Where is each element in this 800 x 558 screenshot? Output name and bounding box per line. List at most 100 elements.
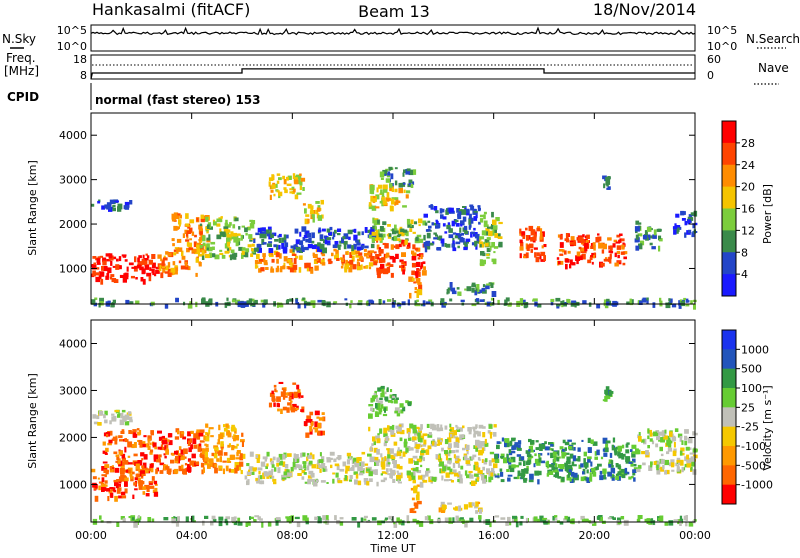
heatmap-cell xyxy=(535,256,540,263)
heatmap-cell xyxy=(598,242,603,249)
heatmap-cell xyxy=(306,453,310,458)
heatmap-cell xyxy=(680,452,685,456)
heatmap-cell xyxy=(371,231,376,236)
heatmap-cell xyxy=(226,297,229,301)
heatmap-cell xyxy=(479,242,482,248)
heatmap-cell xyxy=(307,243,313,249)
heatmap-cell xyxy=(124,414,130,420)
heatmap-cell xyxy=(101,487,107,491)
heatmap-cell xyxy=(146,272,152,277)
heatmap-cell xyxy=(301,469,306,474)
heatmap-cell xyxy=(533,463,536,468)
heatmap-cell xyxy=(95,267,100,270)
heatmap-cell xyxy=(408,276,414,282)
heatmap-cell xyxy=(462,425,465,429)
heatmap-cell xyxy=(422,261,426,264)
heatmap-cell xyxy=(481,459,484,463)
heatmap-cell xyxy=(586,469,589,474)
heatmap-cell xyxy=(449,427,455,432)
heatmap-cell xyxy=(219,249,223,252)
heatmap-cell xyxy=(409,508,414,513)
heatmap-cell xyxy=(603,258,609,262)
heatmap-cell xyxy=(414,287,418,290)
heatmap-cell xyxy=(370,195,375,202)
heatmap-cell xyxy=(444,425,448,430)
heatmap-cell xyxy=(302,237,306,241)
heatmap-cell xyxy=(404,239,408,245)
heatmap-cell xyxy=(269,254,274,258)
heatmap-cell xyxy=(561,452,565,459)
heatmap-cell xyxy=(356,261,360,267)
heatmap-cell xyxy=(571,464,577,467)
heatmap-cell xyxy=(417,257,421,260)
heatmap-cell xyxy=(369,266,372,270)
heatmap-cell xyxy=(506,453,509,458)
heatmap-cell xyxy=(180,456,185,461)
heatmap-cell xyxy=(575,255,581,261)
heatmap-cell xyxy=(151,518,155,523)
heatmap-cell xyxy=(460,223,463,227)
heatmap-cell xyxy=(378,252,382,257)
heatmap-cell xyxy=(478,221,481,225)
heatmap-cell xyxy=(357,231,361,236)
heatmap-cell xyxy=(290,245,294,249)
heatmap-cell xyxy=(331,252,334,257)
heatmap-cell xyxy=(500,517,506,520)
heatmap-cell xyxy=(275,252,280,258)
heatmap-cell xyxy=(124,274,129,280)
heatmap-cell xyxy=(522,235,526,239)
heatmap-cell xyxy=(677,433,683,438)
heatmap-cell xyxy=(113,451,118,455)
heatmap-cell xyxy=(601,249,605,254)
heatmap-cell xyxy=(306,262,311,269)
heatmap-cell xyxy=(102,461,108,464)
heatmap-cell xyxy=(471,456,475,460)
heatmap-cell xyxy=(326,457,332,463)
heatmap-cell xyxy=(427,433,433,438)
noise-tick-top-right: 10^5 xyxy=(707,24,737,37)
heatmap-cell xyxy=(380,453,383,458)
heatmap-cell xyxy=(554,518,558,521)
heatmap-cell xyxy=(393,521,396,525)
heatmap-cell xyxy=(666,439,672,446)
heatmap-cell xyxy=(384,456,387,462)
heatmap-cell xyxy=(270,189,274,193)
heatmap-cell xyxy=(288,396,292,401)
heatmap-cell xyxy=(617,522,622,525)
heatmap-cell xyxy=(377,219,380,224)
heatmap-cell xyxy=(413,169,417,175)
heatmap-cell xyxy=(227,460,232,463)
heatmap-cell xyxy=(567,474,570,478)
heatmap-cell xyxy=(245,232,248,236)
heatmap-cell xyxy=(259,475,263,480)
heatmap-cell xyxy=(694,222,698,226)
heatmap-cell xyxy=(496,441,501,444)
heatmap-cell xyxy=(508,451,513,456)
heatmap-cell xyxy=(337,228,342,232)
heatmap-cell xyxy=(226,234,232,239)
heatmap-cell xyxy=(660,459,665,465)
heatmap-cell xyxy=(402,205,407,208)
heatmap-cell xyxy=(380,263,385,269)
heatmap-cell xyxy=(667,447,673,452)
heatmap-cell xyxy=(104,410,108,416)
heatmap-cell xyxy=(615,473,619,478)
heatmap-cell xyxy=(236,451,239,457)
heatmap-cell xyxy=(628,461,633,464)
heatmap-cell xyxy=(318,229,322,233)
heatmap-cell xyxy=(533,449,535,452)
cpid-text: normal (fast stereo) 153 xyxy=(95,93,261,107)
heatmap-cell xyxy=(312,216,315,223)
heatmap-cell xyxy=(375,194,380,200)
heatmap-cell xyxy=(516,444,521,450)
heatmap-cell xyxy=(470,231,475,235)
heatmap-cell xyxy=(254,515,260,518)
heatmap-cell xyxy=(216,234,222,240)
heatmap-cell xyxy=(318,464,323,469)
heatmap-cell xyxy=(228,468,232,473)
heatmap-cell xyxy=(494,515,500,518)
heatmap-cell xyxy=(299,240,304,246)
heatmap-cell xyxy=(389,426,393,430)
heatmap-cell xyxy=(244,475,248,480)
heatmap-cell xyxy=(380,235,384,241)
